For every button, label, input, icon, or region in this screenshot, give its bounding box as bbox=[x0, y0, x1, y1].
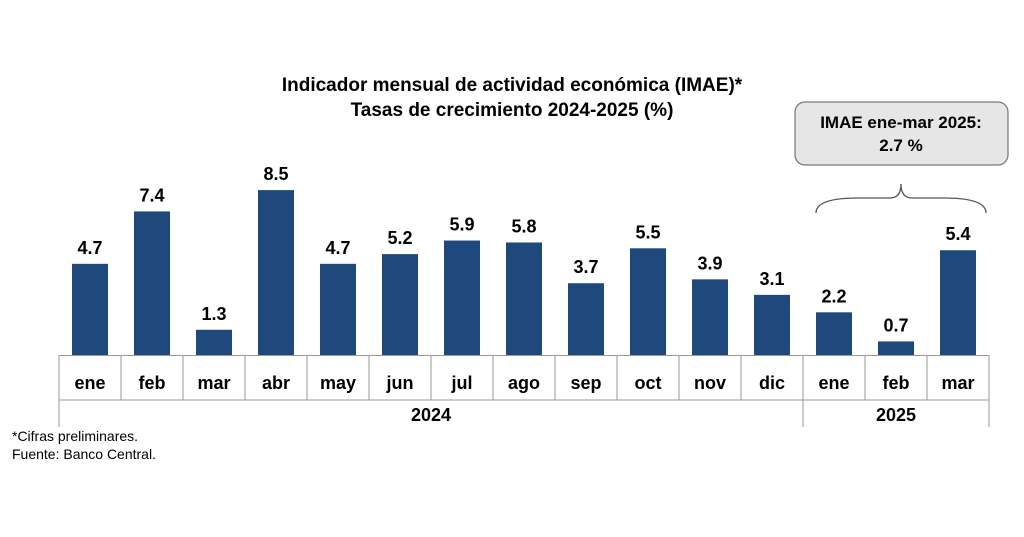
bar-nov-2024 bbox=[692, 279, 728, 355]
bar-ene-2024 bbox=[72, 263, 108, 355]
value-label-may-2024: 4.7 bbox=[325, 238, 350, 258]
category-label-ene-2024: ene bbox=[74, 373, 105, 393]
bar-feb-2025 bbox=[878, 341, 914, 355]
category-label-abr-2024: abr bbox=[262, 373, 290, 393]
value-label-sep-2024: 3.7 bbox=[573, 257, 598, 277]
bar-sep-2024 bbox=[568, 283, 604, 355]
category-label-nov-2024: nov bbox=[694, 373, 726, 393]
annotation-box bbox=[794, 101, 1009, 166]
value-label-feb-2024: 7.4 bbox=[139, 185, 164, 205]
category-label-sep-2024: sep bbox=[570, 373, 601, 393]
value-label-ene-2024: 4.7 bbox=[77, 238, 102, 258]
annotation-line-2: 2.7 % bbox=[879, 136, 922, 155]
bar-jun-2024 bbox=[382, 254, 418, 355]
value-label-mar-2025: 5.4 bbox=[945, 224, 970, 244]
value-label-oct-2024: 5.5 bbox=[635, 222, 660, 242]
bar-feb-2024 bbox=[134, 211, 170, 355]
category-label-mar-2025: mar bbox=[941, 373, 974, 393]
year-label-2024: 2024 bbox=[411, 405, 451, 425]
bar-jul-2024 bbox=[444, 240, 480, 355]
value-label-jun-2024: 5.2 bbox=[387, 228, 412, 248]
annotation-brace bbox=[815, 183, 987, 214]
year-label-2025: 2025 bbox=[876, 405, 916, 425]
value-label-dic-2024: 3.1 bbox=[759, 269, 784, 289]
category-label-jun-2024: jun bbox=[386, 373, 414, 393]
category-label-dic-2024: dic bbox=[759, 373, 785, 393]
chart-title: Indicador mensual de actividad económica… bbox=[282, 75, 743, 96]
category-label-may-2024: may bbox=[320, 373, 356, 393]
value-label-nov-2024: 3.9 bbox=[697, 253, 722, 273]
bar-mar-2024 bbox=[196, 329, 232, 355]
value-label-feb-2025: 0.7 bbox=[883, 315, 908, 335]
value-label-abr-2024: 8.5 bbox=[263, 164, 288, 184]
bar-ene-2025 bbox=[816, 312, 852, 355]
bar-may-2024 bbox=[320, 263, 356, 355]
chart-subtitle: Tasas de crecimiento 2024-2025 (%) bbox=[351, 100, 674, 121]
footnote-source: Fuente: Banco Central. bbox=[12, 446, 156, 462]
category-label-ene-2025: ene bbox=[818, 373, 849, 393]
bar-oct-2024 bbox=[630, 248, 666, 355]
category-label-ago-2024: ago bbox=[508, 373, 540, 393]
annotation-line-1: IMAE ene-mar 2025: bbox=[820, 113, 982, 132]
footnote-preliminary: *Cifras preliminares. bbox=[12, 428, 139, 444]
value-label-mar-2024: 1.3 bbox=[201, 304, 226, 324]
bar-ago-2024 bbox=[506, 242, 542, 355]
category-label-feb-2024: feb bbox=[139, 373, 166, 393]
bar-mar-2025 bbox=[940, 250, 976, 355]
category-label-mar-2024: mar bbox=[197, 373, 230, 393]
bar-abr-2024 bbox=[258, 190, 294, 355]
value-label-ene-2025: 2.2 bbox=[821, 286, 846, 306]
category-label-oct-2024: oct bbox=[635, 373, 662, 393]
annotation-callout: IMAE ene-mar 2025: 2.7 % bbox=[794, 101, 1009, 214]
bar-dic-2024 bbox=[754, 294, 790, 355]
category-label-jul-2024: jul bbox=[451, 373, 473, 393]
value-label-ago-2024: 5.8 bbox=[511, 216, 536, 236]
value-label-jul-2024: 5.9 bbox=[449, 215, 474, 235]
category-label-feb-2025: feb bbox=[883, 373, 910, 393]
